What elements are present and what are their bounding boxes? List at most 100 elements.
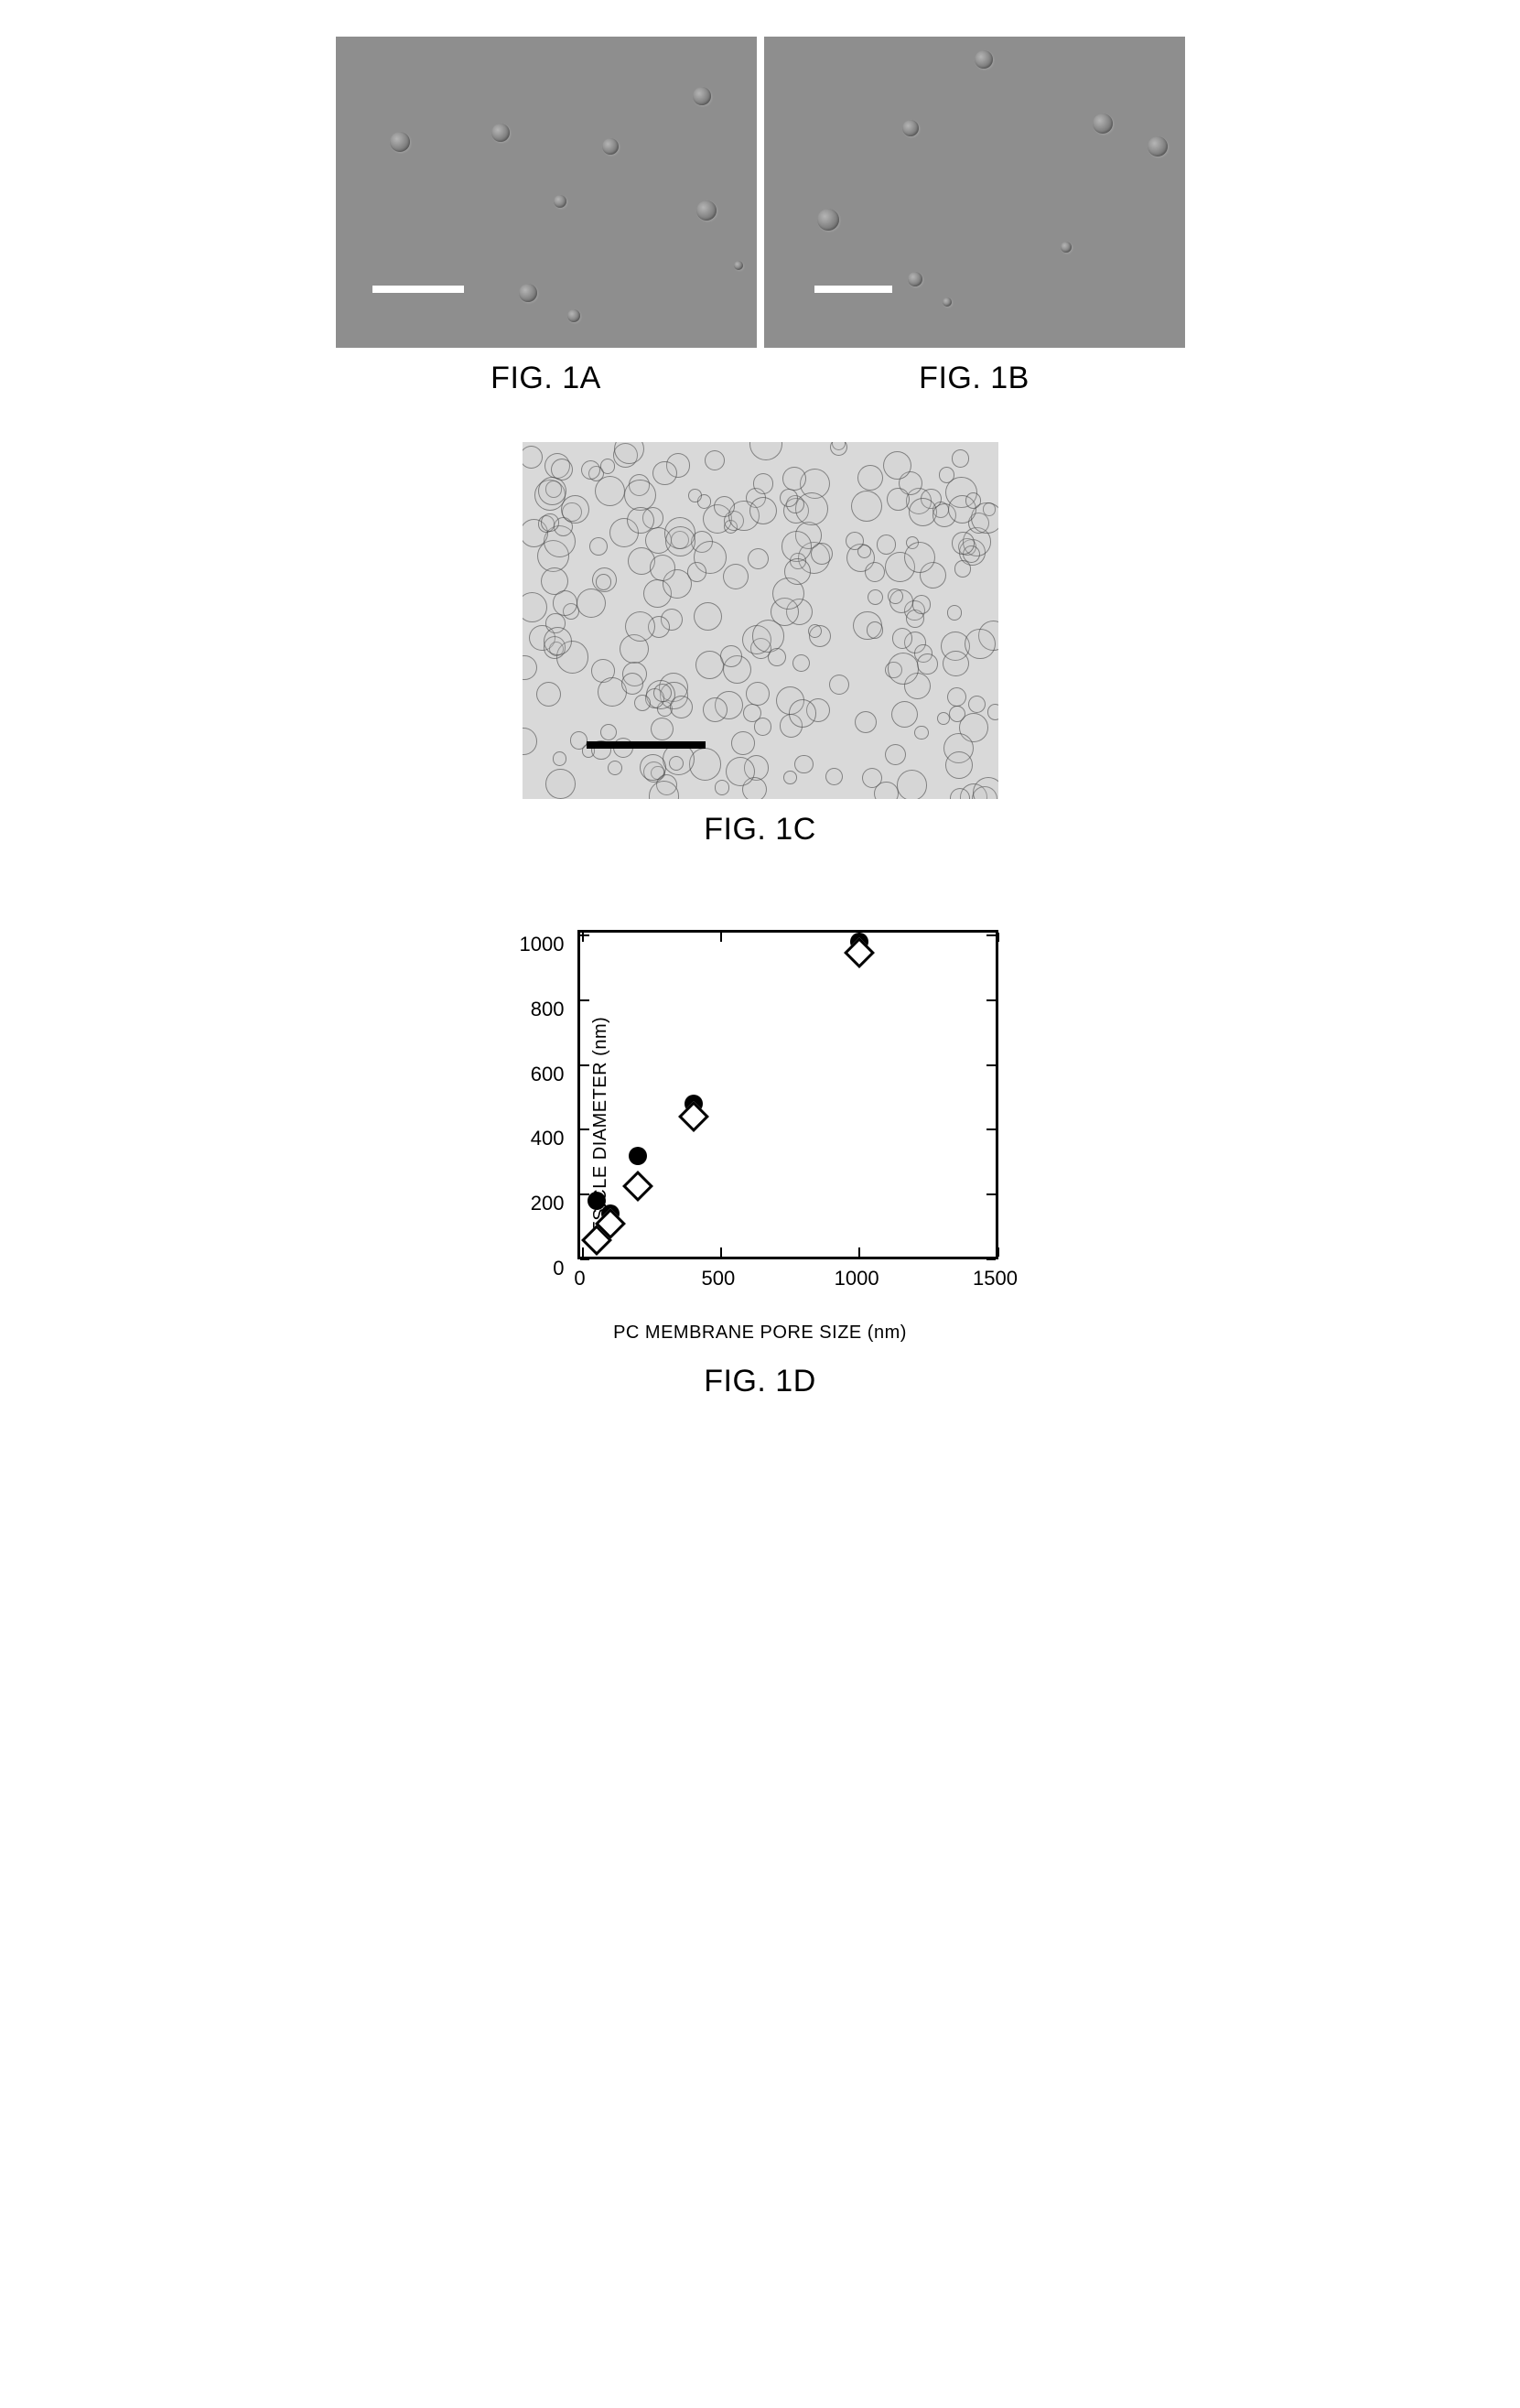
vesicle-dot bbox=[519, 284, 537, 302]
panel-a-wrap: FIG. 1A bbox=[336, 37, 757, 396]
y-tick bbox=[580, 934, 589, 936]
y-tick bbox=[986, 1258, 996, 1260]
vesicle-dot bbox=[491, 124, 510, 142]
panel-d-chart: VESICLE DIAMETER (nm) PC MEMBRANE PORE S… bbox=[477, 912, 1044, 1351]
panel-c-caption: FIG. 1C bbox=[704, 812, 816, 848]
vesicle-ring bbox=[665, 526, 695, 556]
vesicle-ring bbox=[695, 651, 724, 679]
vesicle-ring bbox=[553, 590, 578, 616]
vesicle-ring bbox=[885, 744, 906, 765]
vesicle-ring bbox=[968, 696, 986, 714]
vesicle-ring bbox=[523, 728, 537, 755]
vesicle-ring bbox=[600, 459, 615, 473]
vesicle-ring bbox=[887, 488, 910, 511]
vesicle-ring bbox=[541, 513, 558, 531]
vesicle-dot bbox=[817, 209, 839, 231]
vesicle-ring bbox=[954, 560, 972, 578]
vesicle-ring bbox=[888, 589, 903, 604]
vesicle-ring bbox=[752, 620, 784, 652]
y-tick bbox=[986, 999, 996, 1001]
x-tick-label: 1000 bbox=[835, 1267, 879, 1290]
vesicle-ring bbox=[694, 602, 723, 632]
vesicle-ring bbox=[829, 675, 849, 695]
scale-bar bbox=[372, 286, 464, 293]
panel-a-image bbox=[336, 37, 757, 348]
vesicle-dot bbox=[1093, 113, 1113, 134]
x-tick bbox=[720, 1247, 722, 1257]
vesicle-ring bbox=[780, 489, 798, 507]
vesicle-ring bbox=[589, 537, 608, 556]
x-tick bbox=[582, 1247, 584, 1257]
vesicle-ring bbox=[904, 542, 935, 573]
vesicle-ring bbox=[669, 756, 684, 771]
vesicle-ring bbox=[726, 757, 755, 786]
vesicle-ring bbox=[625, 611, 655, 642]
vesicle-dot bbox=[908, 272, 922, 286]
vesicle-ring bbox=[892, 628, 913, 649]
vesicle-ring bbox=[943, 651, 968, 676]
vesicle-dot bbox=[1061, 242, 1072, 253]
vesicle-ring bbox=[939, 467, 954, 482]
vesicle-ring bbox=[653, 684, 672, 702]
row-ab: FIG. 1A FIG. 1B bbox=[336, 37, 1185, 396]
data-point-open-diamond bbox=[844, 937, 875, 968]
vesicle-ring bbox=[952, 532, 974, 554]
plot-area bbox=[577, 930, 998, 1259]
vesicle-ring bbox=[868, 589, 883, 605]
y-tick bbox=[986, 1064, 996, 1066]
panel-c-image bbox=[523, 442, 998, 799]
data-point-open-diamond bbox=[622, 1171, 653, 1202]
vesicle-ring bbox=[782, 531, 813, 562]
vesicle-ring bbox=[703, 697, 728, 722]
vesicle-ring bbox=[581, 460, 600, 480]
vesicle-ring bbox=[877, 535, 896, 554]
vesicle-ring bbox=[789, 699, 817, 728]
vesicle-ring bbox=[731, 731, 755, 755]
scale-bar bbox=[587, 741, 706, 749]
vesicle-ring bbox=[851, 491, 882, 522]
vesicle-ring bbox=[965, 629, 995, 659]
vesicle-dot bbox=[602, 138, 619, 155]
vesicle-ring bbox=[830, 442, 847, 456]
vesicle-dot bbox=[390, 132, 410, 152]
vesicle-ring bbox=[536, 682, 561, 707]
vesicle-ring bbox=[749, 497, 777, 524]
scale-bar bbox=[814, 286, 892, 293]
vesicle-ring bbox=[705, 450, 725, 470]
vesicle-dot bbox=[696, 200, 717, 221]
vesicle-ring bbox=[634, 695, 651, 711]
vesicle-ring bbox=[723, 564, 749, 589]
vesicle-ring bbox=[937, 712, 950, 725]
vesicle-ring bbox=[912, 595, 931, 613]
vesicle-ring bbox=[670, 696, 693, 718]
panel-a-caption: FIG. 1A bbox=[490, 361, 601, 396]
vesicle-ring bbox=[947, 687, 966, 707]
vesicle-ring bbox=[640, 754, 666, 781]
vesicle-ring bbox=[965, 492, 982, 509]
x-tick bbox=[997, 933, 999, 942]
vesicle-ring bbox=[794, 755, 813, 773]
vesicle-ring bbox=[914, 726, 929, 740]
vesicle-ring bbox=[608, 761, 622, 775]
vesicle-ring bbox=[577, 589, 607, 619]
vesicle-ring bbox=[855, 711, 877, 733]
y-tick bbox=[580, 1064, 589, 1066]
y-tick bbox=[580, 1193, 589, 1195]
vesicle-ring bbox=[784, 558, 811, 585]
vesicle-dot bbox=[693, 87, 711, 105]
vesicle-ring bbox=[652, 461, 677, 486]
vesicle-ring bbox=[561, 495, 590, 524]
y-tick bbox=[580, 999, 589, 1001]
panel-d-wrap: VESICLE DIAMETER (nm) PC MEMBRANE PORE S… bbox=[477, 912, 1044, 1399]
vesicle-ring bbox=[624, 480, 656, 512]
x-tick-label: 1500 bbox=[973, 1267, 1018, 1290]
vesicle-ring bbox=[621, 673, 643, 695]
vesicle-ring bbox=[748, 548, 769, 569]
y-tick bbox=[986, 934, 996, 936]
vesicle-ring bbox=[650, 555, 675, 580]
x-tick bbox=[720, 933, 722, 942]
vesicle-ring bbox=[715, 780, 729, 794]
vesicle-ring bbox=[753, 473, 773, 493]
vesicle-dot bbox=[554, 195, 566, 208]
y-tick bbox=[986, 1193, 996, 1195]
